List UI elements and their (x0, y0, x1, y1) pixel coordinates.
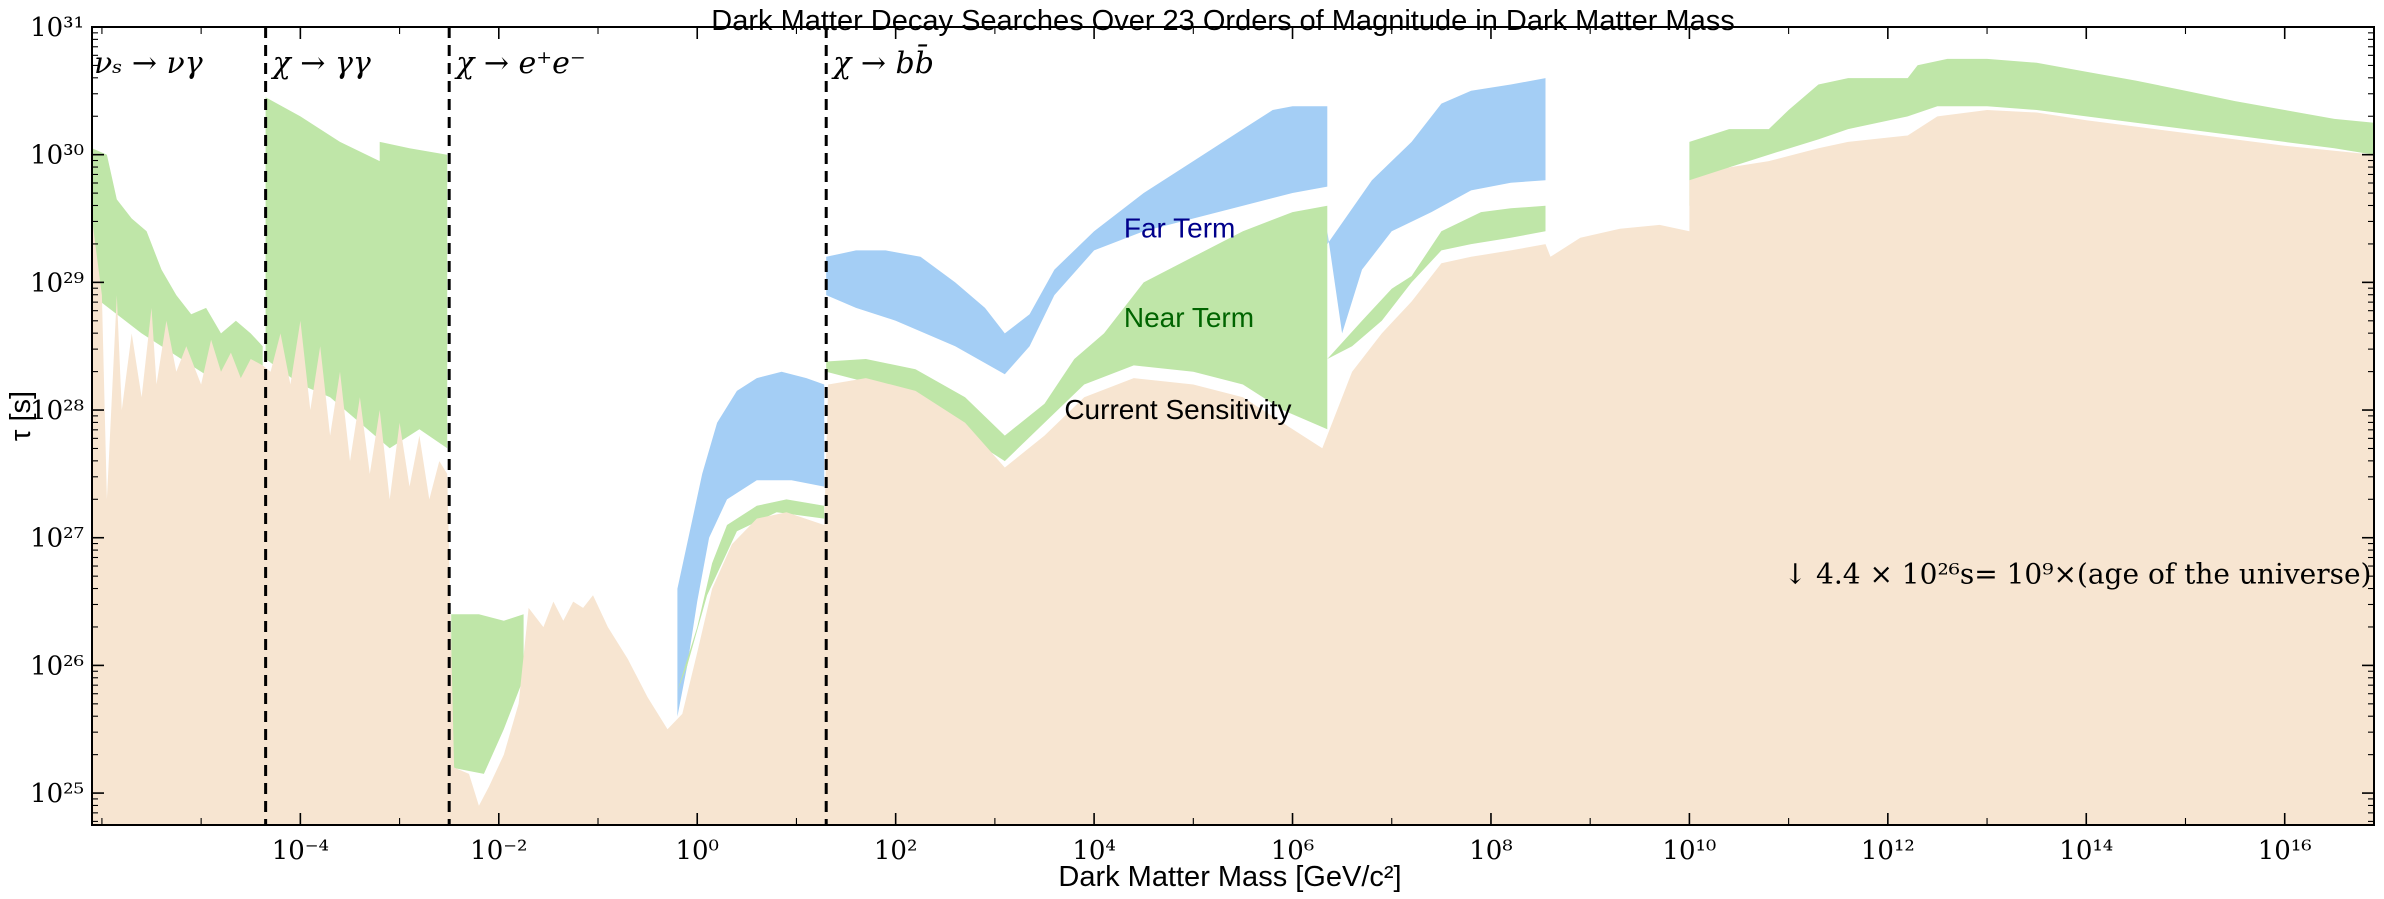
near-term-region-7 (1689, 58, 2374, 206)
chart-title: Dark Matter Decay Searches Over 23 Order… (711, 5, 1734, 37)
near-term-region-6 (1327, 205, 1546, 359)
x-tick-label: 10¹⁴ (2059, 836, 2113, 866)
series-label-current-sensitivity: Current Sensitivity (1064, 394, 1291, 425)
y-tick-label: 10²⁹ (30, 268, 84, 298)
x-tick-label: 10⁻⁴ (272, 836, 329, 866)
x-tick-label: 10¹⁰ (1662, 836, 1716, 866)
channel-label-e-e: χ → e⁺e⁻ (454, 46, 586, 81)
channel-label-bb: χ → bb̄ (831, 43, 934, 81)
near-term-region-4 (677, 499, 825, 691)
channel-labels: νₛ → νγ χ → γγ χ → e⁺e⁻ χ → bb̄ (94, 43, 934, 81)
x-tick-label: 10⁶ (1271, 836, 1315, 866)
x-axis: 10⁻⁴ 10⁻² 10⁰ 10² 10⁴ 10⁶ 10⁸ 10¹⁰ 10¹² 10¹⁴ 10¹⁶ (101, 27, 2312, 866)
far-term-region-2 (826, 106, 1328, 375)
x-tick-label: 10⁰ (675, 836, 719, 866)
y-tick-label: 10²⁵ (30, 779, 84, 809)
channel-dividers (264, 27, 828, 825)
y-tick-label: 10²⁶ (30, 651, 84, 681)
x-tick-label: 10¹⁶ (2258, 836, 2312, 866)
channel-label-: νₛ → νγ (94, 46, 203, 81)
y-tick-label: 10²⁷ (30, 524, 84, 554)
x-axis-title: Dark Matter Mass [GeV/c²] (1058, 861, 1401, 893)
x-tick-label: 10¹² (1861, 836, 1915, 866)
near-term-region-5 (826, 205, 1328, 462)
age-of-universe-annotation: ↓ 4.4 × 10²⁶s= 10⁹×(age of the universe) (1784, 558, 2372, 591)
channel-label-: χ → γγ (271, 46, 371, 81)
far-term-region-1 (677, 371, 825, 717)
x-tick-label: 10⁻² (470, 836, 527, 866)
y-tick-label: 10²⁸ (30, 396, 84, 426)
y-axis: 10²⁵ 10²⁶ 10²⁷ 10²⁸ 10²⁹ 10³⁰ 10³¹ (30, 13, 2374, 822)
plot-frame (91, 26, 2375, 826)
y-tick-label: 10³⁰ (30, 141, 84, 171)
series-label-near-term: Near Term (1124, 302, 1254, 333)
x-tick-label: 10² (874, 836, 918, 866)
near-term-region-2 (265, 97, 448, 449)
series-label-far-term: Far Term (1124, 213, 1236, 244)
near-term-region-3 (451, 614, 524, 774)
x-tick-label: 10⁴ (1072, 836, 1116, 866)
y-tick-label: 10³¹ (30, 13, 84, 43)
y-axis-title: τ [s] (5, 391, 37, 441)
far-term-region-3 (1327, 78, 1546, 334)
plot-areas (92, 58, 2374, 825)
x-tick-label: 10⁸ (1469, 836, 1513, 866)
current-sensitivity-region-1 (92, 110, 2374, 825)
series-labels: Far Term Near Term Current Sensitivity (1064, 213, 1291, 425)
near-term-region-1 (92, 148, 263, 385)
